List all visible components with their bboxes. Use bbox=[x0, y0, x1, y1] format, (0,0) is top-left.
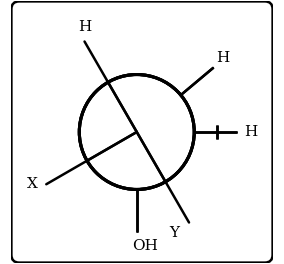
Text: H: H bbox=[244, 125, 257, 139]
Text: X: X bbox=[26, 177, 37, 191]
Text: Y: Y bbox=[170, 226, 180, 240]
Text: OH: OH bbox=[132, 239, 158, 253]
Text: H: H bbox=[78, 20, 91, 34]
Text: H: H bbox=[217, 51, 230, 65]
FancyBboxPatch shape bbox=[11, 1, 273, 263]
Circle shape bbox=[81, 76, 193, 188]
